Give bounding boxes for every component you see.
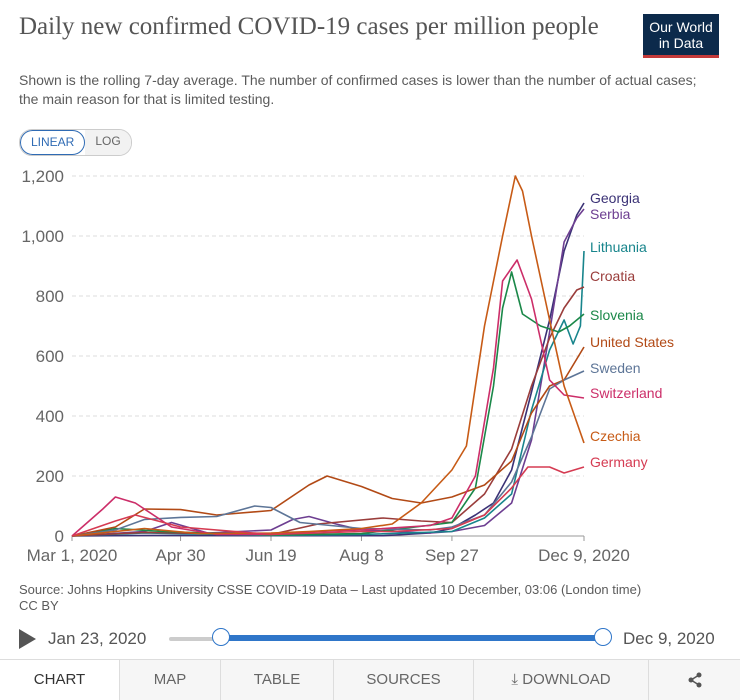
series-label: Croatia <box>590 268 635 284</box>
scale-toggle: LINEAR LOG <box>19 129 132 156</box>
tab-sources[interactable]: SOURCES <box>334 660 474 700</box>
share-icon <box>688 672 701 688</box>
logo-line-2: in Data <box>658 35 704 51</box>
series-label: Germany <box>590 454 648 470</box>
series-line <box>71 466 585 537</box>
download-icon: ⤓ <box>511 671 523 688</box>
series-line <box>71 259 585 537</box>
source-note: Source: Johns Hopkins University CSSE CO… <box>19 582 719 614</box>
y-tick-label: 1,000 <box>21 227 64 246</box>
chart-title: Daily new confirmed COVID-19 cases per m… <box>19 13 599 40</box>
y-tick-label: 0 <box>55 527 64 546</box>
chart-subtitle: Shown is the rolling 7-day average. The … <box>19 72 697 107</box>
series-line <box>71 202 585 537</box>
y-tick-label: 400 <box>36 407 64 426</box>
tab-chart[interactable]: CHART <box>0 660 120 700</box>
y-tick-label: 200 <box>36 467 64 486</box>
series-label: Czechia <box>590 428 641 444</box>
timeline-selected-range <box>221 635 604 641</box>
owid-logo[interactable]: Our World in Data <box>643 14 719 58</box>
license-text[interactable]: CC BY <box>19 598 59 613</box>
series-label: Serbia <box>590 206 631 222</box>
linear-scale-button[interactable]: LINEAR <box>20 130 86 155</box>
log-scale-button[interactable]: LOG <box>85 130 131 155</box>
series-label: Georgia <box>590 190 640 206</box>
x-tick-label: Aug 8 <box>339 546 383 565</box>
tab-download-label: DOWNLOAD <box>522 671 611 688</box>
timeline-start-label: Jan 23, 2020 <box>48 629 147 648</box>
series-line <box>71 271 585 537</box>
series-label: Slovenia <box>590 307 644 323</box>
logo-line-1: Our World <box>649 19 713 35</box>
tab-map[interactable]: MAP <box>120 660 221 700</box>
y-tick-label: 800 <box>36 287 64 306</box>
series-label: Lithuania <box>590 239 647 255</box>
x-tick-label: Sep 27 <box>425 546 479 565</box>
series-label: Sweden <box>590 360 641 376</box>
x-tick-label: Apr 30 <box>156 546 206 565</box>
timeline-start-handle[interactable] <box>212 628 230 646</box>
tab-table[interactable]: TABLE <box>221 660 334 700</box>
series-label: United States <box>590 334 674 350</box>
x-tick-label: Jun 19 <box>245 546 296 565</box>
play-icon[interactable] <box>19 629 36 649</box>
x-tick-label: Dec 9, 2020 <box>538 546 630 565</box>
timeline-end-label: Dec 9, 2020 <box>623 629 715 648</box>
series-line <box>71 346 585 537</box>
tab-download[interactable]: ⤓ DOWNLOAD <box>474 660 649 700</box>
timeline: Jan 23, 2020 Dec 9, 2020 <box>19 626 724 652</box>
share-button[interactable] <box>649 660 740 700</box>
line-chart: 0 200 400 600 800 1,000 1,200 Mar 1, 2020 Apr 30… <box>21 167 674 565</box>
y-tick-label: 600 <box>36 347 64 366</box>
series-label: Switzerland <box>590 385 662 401</box>
bottom-tab-bar: CHART MAP TABLE SOURCES ⤓ DOWNLOAD <box>0 659 740 700</box>
timeline-end-handle[interactable] <box>594 628 612 646</box>
source-text[interactable]: Source: Johns Hopkins University CSSE CO… <box>19 582 642 597</box>
x-tick-label: Mar 1, 2020 <box>27 546 118 565</box>
y-tick-label: 1,200 <box>21 167 64 186</box>
